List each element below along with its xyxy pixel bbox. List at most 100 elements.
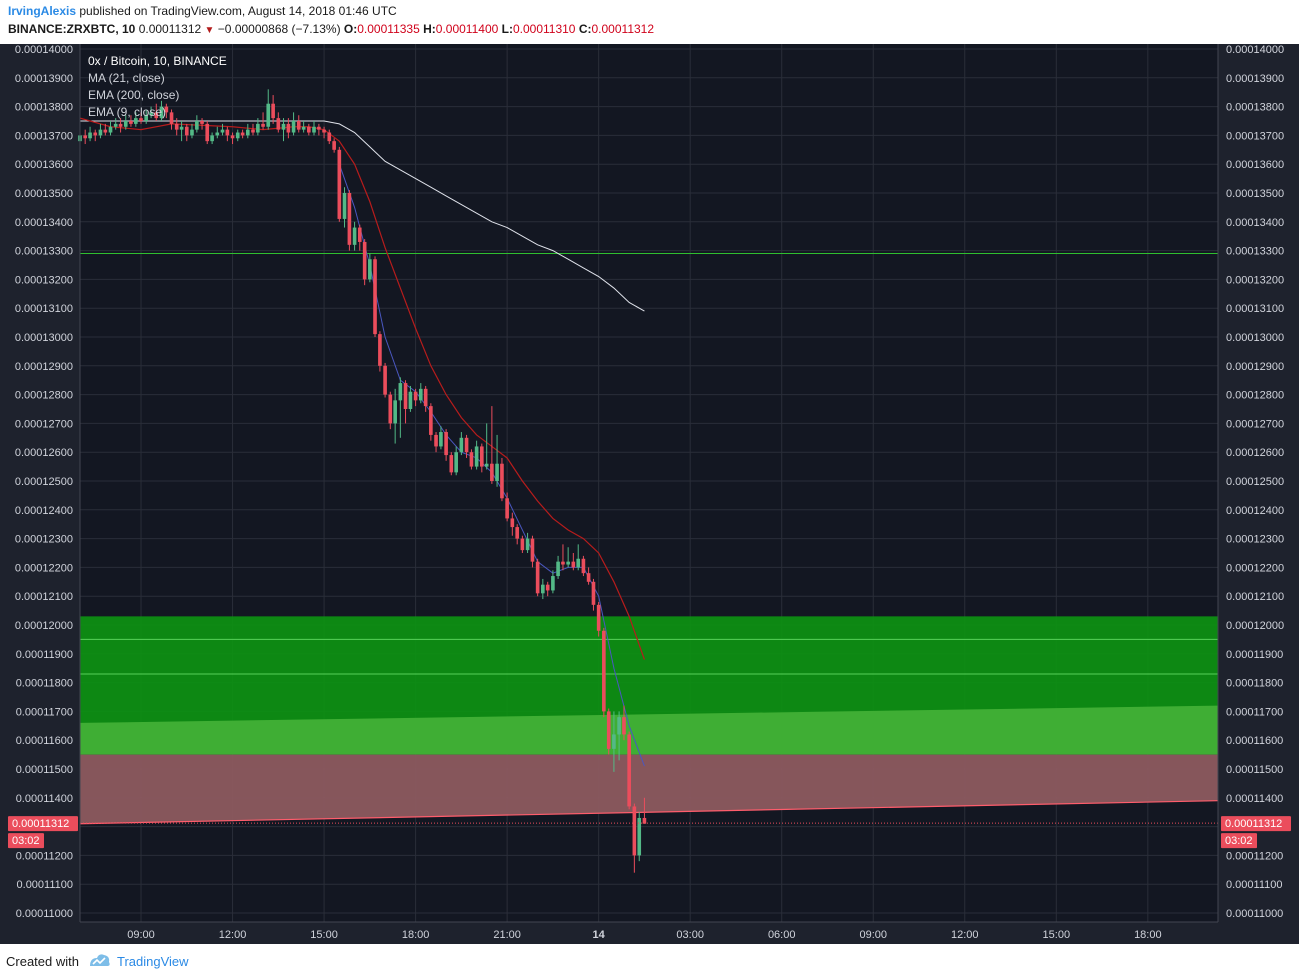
candle-body	[505, 498, 509, 519]
candle-body	[571, 561, 576, 568]
y-tick-label-left: 0.00012500	[15, 476, 73, 488]
candle-body	[159, 106, 164, 119]
y-tick-label-right: 0.00011000	[1226, 908, 1283, 920]
candle-body	[98, 129, 103, 136]
y-tick-label-right: 0.00014000	[1226, 44, 1284, 56]
candle-body	[93, 132, 98, 136]
y-tick-label-right: 0.00012000	[1226, 620, 1284, 632]
candle-body	[174, 123, 179, 130]
countdown-tag-right: 03:02	[1225, 835, 1253, 847]
candle-body	[337, 149, 342, 219]
countdown-tag-left-bg	[8, 833, 44, 849]
candle-body	[220, 129, 225, 133]
tradingview-link[interactable]: TradingView	[117, 954, 189, 969]
y-tick-label-right: 0.00013400	[1226, 217, 1284, 229]
candle-body	[408, 391, 413, 409]
chart-area[interactable]: 0.00014000 0.00014000 0.00013900 0.00013900…	[0, 44, 1299, 944]
y-tick-label-right: 0.00011100	[1226, 879, 1282, 891]
tradingview-logo-icon	[90, 954, 110, 966]
candle-body	[459, 437, 464, 453]
y-tick-label-right: 0.00011500	[1226, 764, 1283, 776]
candle-body	[352, 227, 357, 245]
y-tick-label-left: 0.00012700	[15, 418, 73, 430]
candle-body	[327, 132, 332, 142]
candle-body	[256, 123, 260, 133]
close-label: C:	[578, 22, 592, 36]
y-tick-label-right: 0.00013000	[1226, 332, 1284, 344]
candle-body	[368, 259, 372, 280]
price-tag-left-bg	[8, 816, 78, 832]
publish-line: IrvingAlexis published on TradingView.co…	[8, 4, 397, 18]
candle-body	[139, 118, 143, 121]
candle-body	[606, 711, 611, 749]
ohlc-line: BINANCE:ZRXBTC, 10 0.00011312 ▼ −0.00000…	[8, 22, 654, 36]
candle-body	[118, 123, 123, 127]
candle-body	[469, 452, 474, 467]
x-tick-label: 21:00	[493, 929, 521, 941]
candle-body	[134, 118, 138, 124]
candle-body	[418, 388, 423, 401]
y-tick-label-left: 0.00013500	[15, 188, 73, 200]
legend-ema9[interactable]: EMA (9, close)	[88, 105, 167, 119]
candle-body	[530, 538, 535, 562]
y-tick-label-right: 0.00013500	[1226, 188, 1284, 200]
x-tick-label: 14	[593, 929, 606, 941]
candle-body	[342, 193, 347, 219]
candle-body	[210, 135, 214, 142]
candle-body	[535, 561, 540, 594]
y-tick-label-right: 0.00013600	[1226, 159, 1284, 171]
candle-body	[413, 391, 418, 401]
candle-body	[144, 115, 149, 121]
candle-body	[266, 103, 271, 127]
candle-body	[322, 129, 326, 133]
candle-body	[586, 573, 591, 582]
y-tick-label-left: 0.00013900	[15, 73, 73, 85]
y-tick-label-right: 0.00013800	[1226, 102, 1284, 114]
candle-body	[251, 129, 255, 133]
candle-body	[357, 227, 362, 242]
candle-body	[307, 126, 311, 133]
y-tick-label-left: 0.00012200	[15, 562, 73, 574]
candle-body	[347, 193, 352, 245]
candle-body	[195, 121, 199, 130]
candle-body	[490, 463, 494, 481]
y-tick-label-left: 0.00012800	[15, 390, 73, 402]
candle-body	[545, 584, 550, 591]
candle-body	[581, 558, 586, 574]
price-change: −0.00000868 (−7.13%)	[217, 22, 341, 36]
y-tick-label-left: 0.00012600	[15, 447, 73, 459]
y-tick-label-left: 0.00013000	[15, 332, 73, 344]
price-chart[interactable]: 0.00014000 0.00014000 0.00013900 0.00013900…	[0, 44, 1299, 944]
y-tick-label-right: 0.00011400	[1226, 793, 1283, 805]
candle-body	[383, 365, 387, 395]
legend-ma21[interactable]: MA (21, close)	[88, 71, 165, 85]
y-tick-label-right: 0.00013700	[1226, 130, 1284, 142]
y-tick-label-right: 0.00011800	[1226, 678, 1283, 690]
candle-body	[301, 126, 306, 130]
last-price: 0.00011312	[138, 22, 202, 36]
candle-body	[423, 388, 428, 407]
candle-body	[225, 129, 230, 136]
candle-body	[632, 806, 637, 856]
candle-body	[642, 817, 647, 824]
y-tick-label-right: 0.00011200	[1226, 850, 1283, 862]
candle-body	[261, 123, 265, 127]
candle-body	[454, 452, 458, 473]
candle-body	[200, 121, 204, 124]
candle-body	[312, 126, 316, 133]
candle-body	[393, 400, 397, 424]
y-tick-label-right: 0.00012700	[1226, 418, 1284, 430]
candle-body	[591, 581, 596, 605]
candle-body	[190, 129, 194, 136]
candle-body	[296, 121, 301, 130]
candle-body	[103, 129, 108, 133]
candle-body	[434, 434, 438, 447]
symbol-label: BINANCE:ZRXBTC, 10	[8, 22, 136, 36]
y-tick-label-left: 0.00011900	[16, 649, 73, 661]
green-zone-light	[80, 705, 1218, 755]
y-tick-label-right: 0.00011600	[1226, 735, 1283, 747]
legend-ema200[interactable]: EMA (200, close)	[88, 88, 180, 102]
candle-body	[449, 455, 454, 473]
candle-body	[617, 717, 621, 735]
author-link[interactable]: IrvingAlexis	[8, 4, 77, 18]
